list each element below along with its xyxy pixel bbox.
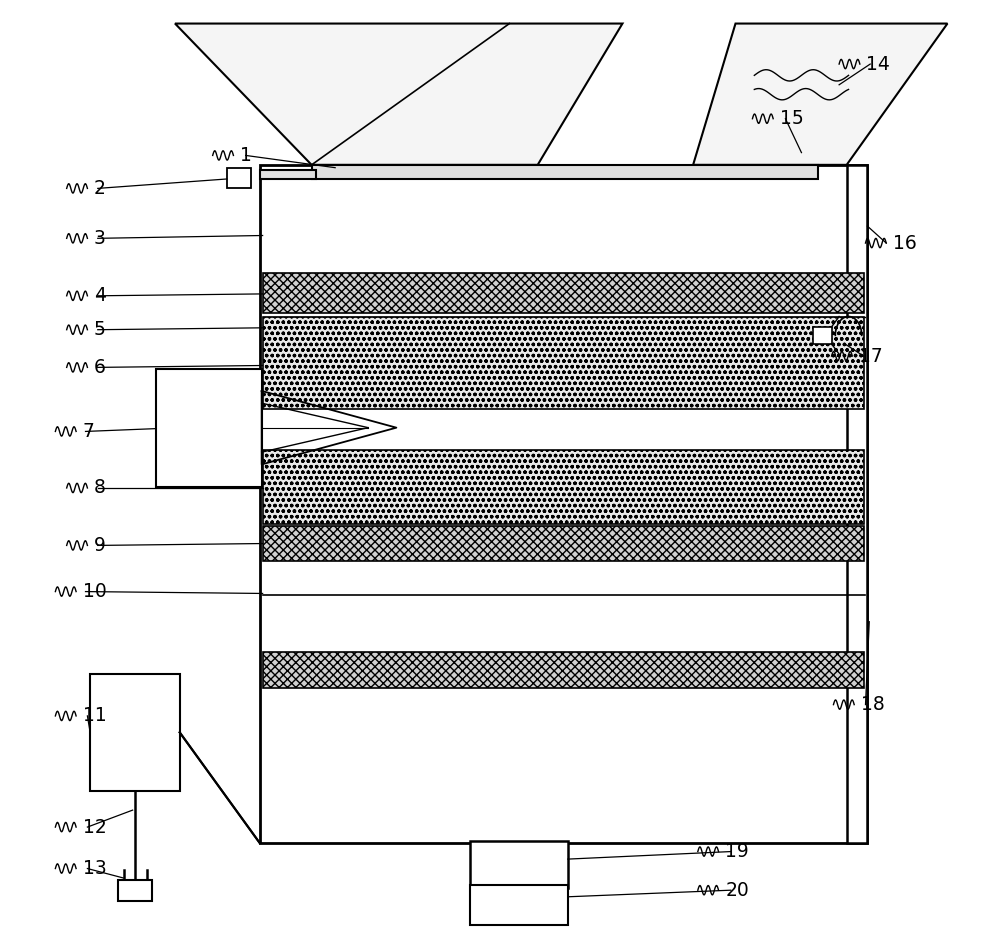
Bar — [312, 165, 818, 179]
Text: 14: 14 — [866, 55, 890, 73]
Text: 16: 16 — [893, 234, 917, 252]
Text: 18: 18 — [861, 695, 885, 714]
Bar — [263, 526, 864, 561]
Bar — [847, 165, 867, 843]
Text: 12: 12 — [83, 818, 106, 836]
Bar — [263, 317, 864, 409]
Text: 7: 7 — [83, 422, 95, 441]
Text: 10: 10 — [83, 582, 106, 601]
Text: 17: 17 — [859, 347, 883, 365]
Text: 19: 19 — [725, 842, 749, 861]
Text: 6: 6 — [94, 358, 106, 377]
Polygon shape — [175, 24, 622, 165]
Text: 9: 9 — [94, 536, 106, 555]
Bar — [227, 168, 251, 188]
Text: 11: 11 — [83, 706, 106, 725]
Bar — [470, 841, 568, 888]
Bar — [813, 327, 832, 344]
Text: 8: 8 — [94, 479, 106, 497]
Bar — [118, 880, 152, 901]
Text: 20: 20 — [725, 881, 749, 900]
Text: 15: 15 — [780, 109, 804, 128]
Text: 1: 1 — [240, 146, 252, 165]
Bar — [260, 170, 316, 179]
Polygon shape — [693, 24, 947, 165]
Text: 3: 3 — [94, 229, 106, 248]
Bar — [263, 652, 864, 688]
Bar — [156, 369, 262, 487]
Bar — [90, 674, 180, 791]
Text: 4: 4 — [94, 286, 106, 305]
Bar — [263, 450, 864, 524]
Bar — [470, 885, 568, 925]
Text: 2: 2 — [94, 179, 106, 198]
Bar — [260, 165, 867, 843]
Bar — [263, 273, 864, 313]
Text: 5: 5 — [94, 320, 106, 339]
Text: 13: 13 — [83, 859, 106, 878]
